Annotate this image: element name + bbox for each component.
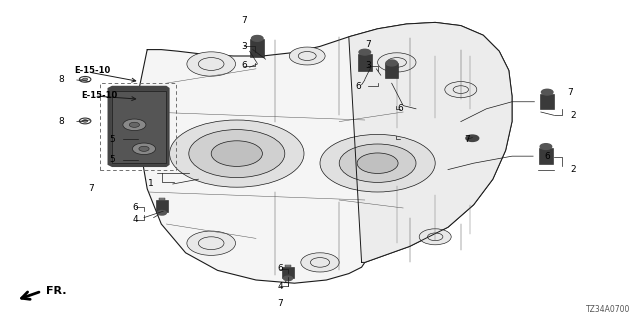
Polygon shape xyxy=(349,22,512,262)
Text: 6: 6 xyxy=(545,152,550,161)
Bar xyxy=(100,83,176,170)
Circle shape xyxy=(453,86,468,93)
Text: 6: 6 xyxy=(242,61,247,70)
Circle shape xyxy=(419,229,451,245)
Bar xyxy=(156,200,168,212)
Text: 8: 8 xyxy=(58,117,63,126)
Circle shape xyxy=(284,276,292,281)
Bar xyxy=(358,53,372,71)
Circle shape xyxy=(378,53,416,72)
Bar xyxy=(361,50,369,53)
Circle shape xyxy=(170,120,304,187)
Text: 7: 7 xyxy=(242,16,247,25)
Circle shape xyxy=(157,211,166,215)
Bar xyxy=(544,91,550,94)
Text: 6: 6 xyxy=(397,104,403,113)
Bar xyxy=(285,265,291,267)
Circle shape xyxy=(211,141,262,166)
Text: 7: 7 xyxy=(278,300,283,308)
Circle shape xyxy=(540,144,552,149)
Polygon shape xyxy=(112,91,166,163)
Circle shape xyxy=(466,135,479,141)
Text: 2: 2 xyxy=(570,165,575,174)
Text: 7: 7 xyxy=(465,135,470,144)
Text: 2: 2 xyxy=(570,111,575,120)
Circle shape xyxy=(132,143,156,155)
Text: 6: 6 xyxy=(133,204,138,212)
Bar xyxy=(159,198,165,200)
Text: 7: 7 xyxy=(89,184,94,193)
Text: 5: 5 xyxy=(109,135,115,144)
Bar xyxy=(282,267,294,278)
Text: 4: 4 xyxy=(133,215,138,224)
Circle shape xyxy=(289,47,325,65)
Circle shape xyxy=(189,130,285,178)
Circle shape xyxy=(198,58,224,70)
Text: TZ34A0700: TZ34A0700 xyxy=(586,305,630,314)
Polygon shape xyxy=(138,22,512,283)
Text: 4: 4 xyxy=(278,282,283,291)
Text: 7: 7 xyxy=(365,40,371,49)
Circle shape xyxy=(129,122,140,127)
Text: E-15-10: E-15-10 xyxy=(81,92,117,100)
Circle shape xyxy=(428,233,443,241)
Circle shape xyxy=(445,82,477,98)
Circle shape xyxy=(357,153,398,173)
Circle shape xyxy=(187,52,236,76)
Circle shape xyxy=(252,36,263,41)
Circle shape xyxy=(187,231,236,255)
Text: FR.: FR. xyxy=(46,285,67,296)
Circle shape xyxy=(320,134,435,192)
Circle shape xyxy=(83,120,88,122)
Text: 5: 5 xyxy=(109,156,115,164)
Text: 7: 7 xyxy=(567,88,572,97)
Text: E-15-10: E-15-10 xyxy=(75,66,111,75)
Circle shape xyxy=(310,258,330,267)
Text: 8: 8 xyxy=(58,76,63,84)
Text: 3: 3 xyxy=(365,61,371,70)
Circle shape xyxy=(541,89,553,95)
Bar xyxy=(540,94,554,109)
Circle shape xyxy=(387,58,406,67)
Circle shape xyxy=(386,60,397,66)
Circle shape xyxy=(339,144,416,182)
Circle shape xyxy=(139,146,149,151)
Bar xyxy=(543,145,549,148)
Circle shape xyxy=(123,119,146,131)
Bar xyxy=(539,148,553,164)
Bar xyxy=(254,36,261,39)
Circle shape xyxy=(359,49,371,55)
Polygon shape xyxy=(108,86,170,167)
Bar xyxy=(250,39,264,57)
Bar xyxy=(385,63,398,78)
Circle shape xyxy=(83,78,88,81)
Text: 3: 3 xyxy=(242,42,247,51)
Circle shape xyxy=(298,52,316,60)
Bar xyxy=(388,60,395,63)
Circle shape xyxy=(301,253,339,272)
Text: 6: 6 xyxy=(278,264,283,273)
Circle shape xyxy=(198,237,224,250)
Text: 1: 1 xyxy=(148,180,153,188)
Text: 6: 6 xyxy=(356,82,361,91)
